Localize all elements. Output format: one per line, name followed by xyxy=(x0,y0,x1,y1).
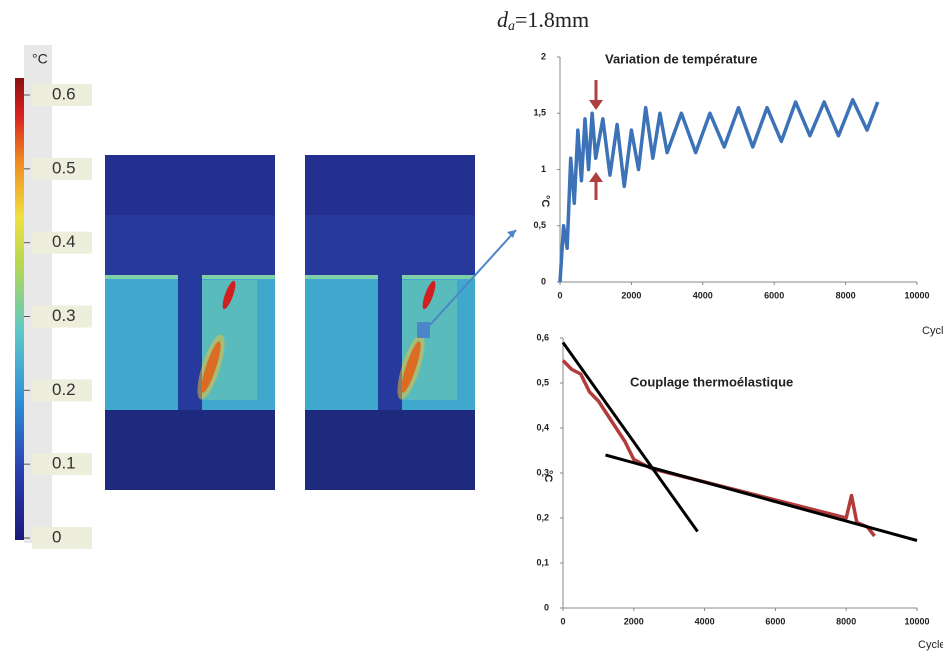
y-tick-label: 0 xyxy=(541,276,546,286)
x-axis-label: Cycle xyxy=(922,325,943,337)
colorbar-tick-label: 0.1 xyxy=(52,454,76,473)
colorbar-tick-label: 0.2 xyxy=(52,380,76,399)
x-tick-label: 4000 xyxy=(693,290,713,300)
y-tick-label: 1,5 xyxy=(533,108,546,118)
y-tick-label: 2 xyxy=(541,51,546,61)
x-tick-label: 6000 xyxy=(765,616,785,626)
chart-title: Couplage thermoélastique xyxy=(630,374,793,389)
x-tick-label: 2000 xyxy=(624,616,644,626)
colorbar-tick-label: 0 xyxy=(52,527,61,546)
y-tick-label: 0,2 xyxy=(536,512,549,522)
y-axis-label: °C xyxy=(539,195,551,207)
zone xyxy=(417,322,430,338)
colorbar-tick-label: 0.4 xyxy=(52,232,76,251)
chart-title: Variation de température xyxy=(605,51,757,66)
fit-line xyxy=(561,341,699,533)
colorbar-tick-label: 0.3 xyxy=(52,306,76,325)
tick-label-box xyxy=(32,231,92,254)
x-tick-label: 10000 xyxy=(904,290,929,300)
colorbar-tick-label: 0.6 xyxy=(52,84,76,103)
x-tick-label: 0 xyxy=(560,616,565,626)
x-tick-label: 10000 xyxy=(904,616,929,626)
y-tick-label: 0,3 xyxy=(536,467,549,477)
y-tick-label: 0,5 xyxy=(533,220,546,230)
red-arrows xyxy=(589,80,603,200)
tick-label-box xyxy=(32,157,92,180)
y-tick-label: 0,4 xyxy=(536,422,549,432)
x-tick-label: 8000 xyxy=(836,290,856,300)
x-tick-label: 0 xyxy=(557,290,562,300)
thermal-image xyxy=(105,155,275,490)
y-tick-label: 0 xyxy=(544,602,549,612)
y-tick-label: 0,6 xyxy=(536,332,549,342)
x-tick-label: 2000 xyxy=(621,290,641,300)
fit-line xyxy=(605,453,918,542)
x-tick-label: 8000 xyxy=(836,616,856,626)
y-axis-label: °C xyxy=(542,470,554,482)
arrow-head xyxy=(507,230,516,238)
y-tick-label: 0,5 xyxy=(536,377,549,387)
x-tick-label: 6000 xyxy=(764,290,784,300)
colorbar-unit: °C xyxy=(32,51,48,67)
tick-label-box xyxy=(32,527,92,549)
x-axis-label: Cycle xyxy=(918,639,943,651)
y-tick-label: 0,1 xyxy=(536,557,549,567)
data-line xyxy=(558,98,880,283)
colorbar-tick-label: 0.5 xyxy=(52,158,76,177)
heading: da=1.8mm xyxy=(497,7,589,34)
x-tick-label: 4000 xyxy=(695,616,715,626)
zone-arrow xyxy=(429,229,517,326)
tick-label-box xyxy=(32,379,92,402)
colorbar xyxy=(15,78,24,540)
tick-label-box xyxy=(32,453,92,476)
tick-label-box xyxy=(32,84,92,106)
y-tick-label: 1 xyxy=(541,164,546,174)
thermal-image xyxy=(305,155,475,490)
tick-label-box xyxy=(32,305,92,328)
